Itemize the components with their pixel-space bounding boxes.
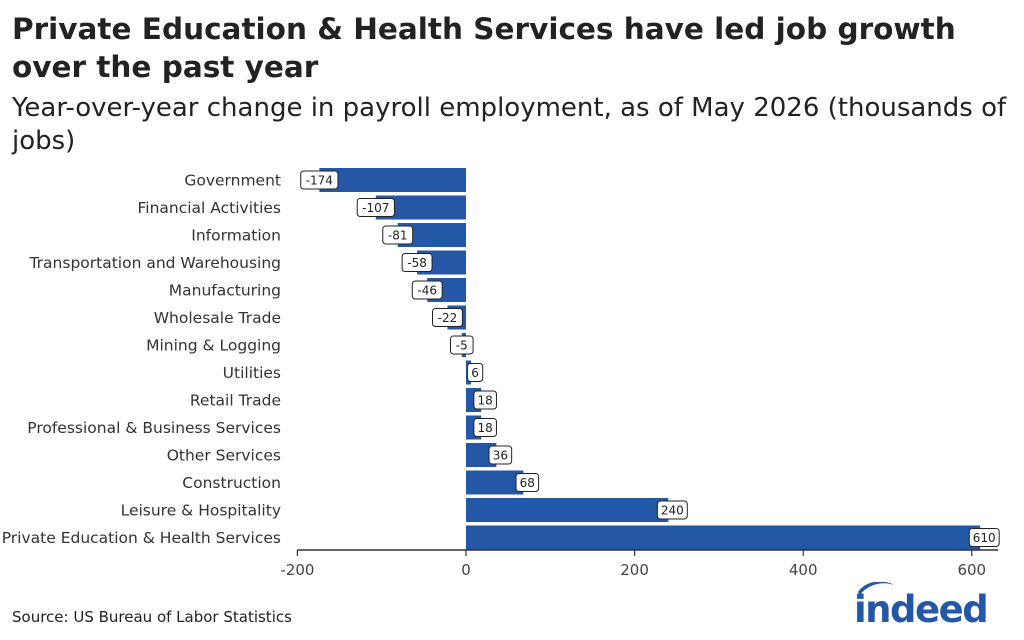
category-label: Wholesale Trade — [154, 309, 281, 327]
category-label: Government — [184, 172, 281, 190]
logo-wordmark: indeed — [854, 588, 987, 630]
value-label: 18 — [478, 394, 493, 408]
bar — [319, 168, 466, 192]
value-label: -81 — [388, 229, 408, 243]
value-label: -174 — [306, 174, 333, 188]
category-label: Mining & Logging — [146, 337, 281, 355]
value-label: 240 — [661, 504, 684, 518]
category-label: Construction — [182, 474, 281, 492]
value-label: -107 — [362, 201, 389, 215]
category-label: Utilities — [223, 364, 281, 382]
value-label: 610 — [973, 531, 996, 545]
source-note: Source: US Bureau of Labor Statistics — [12, 608, 292, 626]
x-tick-label: -200 — [280, 561, 314, 579]
category-label: Leisure & Hospitality — [121, 502, 281, 520]
category-label: Transportation and Warehousing — [28, 254, 281, 272]
category-label: Retail Trade — [190, 392, 281, 410]
category-label: Financial Activities — [137, 199, 281, 217]
category-label: Private Education & Health Services — [2, 529, 281, 547]
value-label: 18 — [478, 421, 493, 435]
bar-chart: Government Financial Activities Informatio… — [2, 168, 1000, 579]
category-label: Other Services — [167, 447, 281, 465]
value-label: -22 — [438, 311, 458, 325]
value-label-box — [449, 335, 474, 355]
chart-title: Private Education & Health Services have… — [12, 12, 956, 84]
value-label: -5 — [456, 339, 468, 353]
value-label-box — [656, 500, 688, 520]
value-label-box — [356, 198, 395, 217]
value-label: -46 — [417, 284, 437, 298]
x-tick-label: 0 — [461, 561, 471, 579]
value-label-box — [411, 280, 443, 300]
value-label-box — [401, 253, 433, 272]
bar — [466, 498, 669, 522]
value-label-box — [466, 363, 484, 382]
value-label: 6 — [471, 366, 479, 380]
value-label-box — [968, 528, 1000, 547]
x-tick-label: 200 — [620, 561, 649, 579]
bar — [466, 525, 981, 550]
value-label-box — [473, 418, 497, 437]
indeed-logo: indeed — [852, 581, 1002, 634]
value-label-box — [432, 308, 463, 327]
value-label: 36 — [493, 449, 508, 463]
value-label-box — [300, 170, 339, 190]
bar — [466, 470, 524, 495]
value-label: 68 — [520, 476, 535, 490]
category-label: Manufacturing — [169, 282, 281, 300]
x-tick-label: 600 — [957, 561, 986, 579]
category-label: Information — [191, 227, 281, 245]
category-label: Professional & Business Services — [27, 419, 281, 437]
value-label-box — [515, 473, 540, 492]
chart-subtitle: Year-over-year change in payroll employm… — [12, 93, 1007, 156]
x-tick-label: 400 — [789, 561, 818, 579]
value-label: -58 — [407, 256, 427, 270]
value-label-box — [382, 225, 414, 245]
value-label-box — [473, 390, 497, 410]
value-label-box — [488, 445, 513, 465]
